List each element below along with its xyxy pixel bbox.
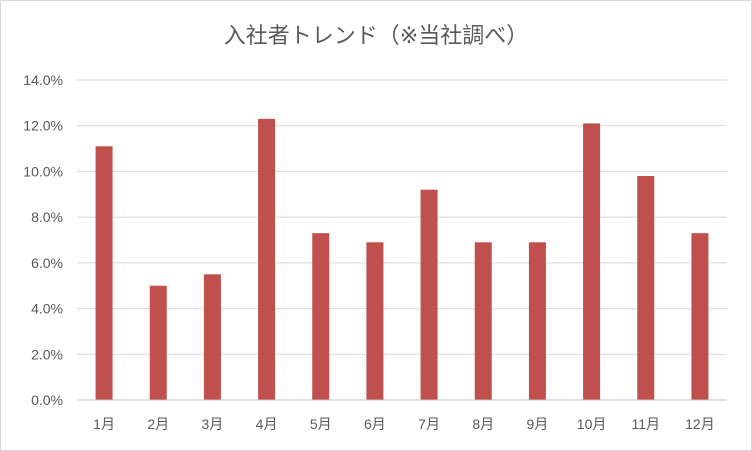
x-tick-label: 12月: [685, 416, 715, 432]
x-tick-label: 3月: [202, 416, 224, 432]
x-tick-label: 9月: [527, 416, 549, 432]
bar: [637, 176, 655, 400]
bar: [420, 189, 438, 400]
bar: [312, 233, 330, 400]
y-tick-label: 14.0%: [23, 72, 63, 88]
bar: [691, 233, 709, 400]
x-tick-label: 4月: [256, 416, 278, 432]
x-tick-label: 1月: [93, 416, 115, 432]
y-tick-label: 12.0%: [23, 118, 63, 134]
bar: [583, 123, 601, 400]
y-tick-label: 2.0%: [31, 346, 63, 362]
y-tick-label: 8.0%: [31, 209, 63, 225]
bar: [528, 242, 546, 400]
x-tick-label: 2月: [147, 416, 169, 432]
bar: [366, 242, 384, 400]
x-tick-label: 5月: [310, 416, 332, 432]
y-tick-labels: 0.0% 2.0% 4.0% 6.0% 8.0% 10.0% 12.0% 14.0%: [23, 72, 63, 408]
x-tick-label: 7月: [418, 416, 440, 432]
bar: [95, 146, 113, 400]
bars: [95, 118, 709, 400]
gridlines: [77, 79, 727, 355]
x-tick-label: 10月: [577, 416, 607, 432]
x-tick-label: 11月: [631, 416, 660, 432]
bar: [149, 285, 167, 400]
y-tick-label: 6.0%: [31, 255, 63, 271]
y-tick-label: 10.0%: [23, 163, 63, 179]
bar: [474, 242, 492, 400]
bar: [203, 274, 221, 400]
y-tick-label: 0.0%: [31, 392, 63, 408]
chart-title: 入社者トレンド（※当社調べ）: [223, 24, 529, 49]
x-tick-labels: 1月 2月 3月 4月 5月 6月 7月 8月 9月 10月 11月 12月: [93, 416, 715, 432]
x-tick-label: 8月: [472, 416, 494, 432]
y-tick-label: 4.0%: [31, 301, 63, 317]
x-tick-label: 6月: [364, 416, 386, 432]
bar: [258, 118, 276, 400]
